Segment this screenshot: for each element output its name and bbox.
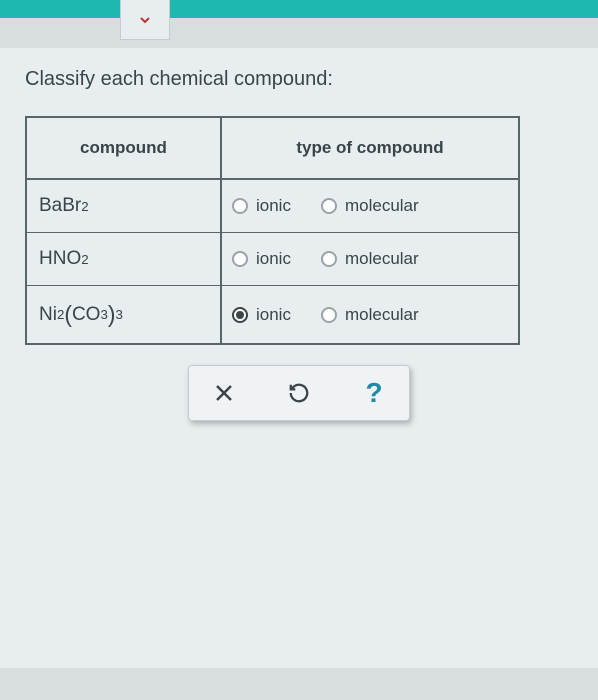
question-text: Classify each chemical compound: xyxy=(25,68,573,91)
help-button[interactable]: ? xyxy=(359,378,389,408)
compound-table: compound type of compound BaBr2 ionic mo… xyxy=(25,116,520,345)
content-panel: Classify each chemical compound: compoun… xyxy=(0,48,598,668)
close-button[interactable] xyxy=(209,378,239,408)
radio-ionic[interactable]: ionic xyxy=(232,196,291,216)
radio-label-molecular: molecular xyxy=(345,196,419,216)
radio-circle-icon xyxy=(321,198,337,214)
table-row: HNO2 ionic molecular xyxy=(27,233,518,286)
type-options: ionic molecular xyxy=(222,180,518,233)
radio-label-ionic: ionic xyxy=(256,305,291,325)
type-options: ionic molecular xyxy=(222,233,518,286)
radio-circle-icon xyxy=(321,307,337,323)
radio-circle-icon xyxy=(321,251,337,267)
radio-label-molecular: molecular xyxy=(345,249,419,269)
radio-circle-icon xyxy=(232,198,248,214)
dropdown-tab[interactable] xyxy=(120,0,170,40)
compound-formula: HNO2 xyxy=(27,233,222,286)
action-buttons-panel: ? xyxy=(188,365,410,421)
header-compound: compound xyxy=(27,118,222,178)
compound-formula: Ni2(CO3)3 xyxy=(27,286,222,343)
table-row: Ni2(CO3)3 ionic molecular xyxy=(27,286,518,343)
radio-label-ionic: ionic xyxy=(256,249,291,269)
type-options: ionic molecular xyxy=(222,286,518,343)
compound-formula: BaBr2 xyxy=(27,180,222,233)
radio-ionic[interactable]: ionic xyxy=(232,249,291,269)
table-header: compound type of compound xyxy=(27,118,518,180)
action-bar: ? xyxy=(25,365,573,421)
chevron-down-icon xyxy=(137,12,153,28)
reset-button[interactable] xyxy=(284,378,314,408)
radio-ionic[interactable]: ionic xyxy=(232,305,291,325)
radio-molecular[interactable]: molecular xyxy=(321,249,419,269)
radio-molecular[interactable]: molecular xyxy=(321,305,419,325)
radio-circle-icon xyxy=(232,307,248,323)
header-type: type of compound xyxy=(222,118,518,178)
close-icon xyxy=(214,383,234,403)
radio-molecular[interactable]: molecular xyxy=(321,196,419,216)
radio-circle-icon xyxy=(232,251,248,267)
radio-label-molecular: molecular xyxy=(345,305,419,325)
radio-label-ionic: ionic xyxy=(256,196,291,216)
top-teal-bar xyxy=(0,0,598,18)
table-row: BaBr2 ionic molecular xyxy=(27,180,518,233)
reset-icon xyxy=(288,382,310,404)
